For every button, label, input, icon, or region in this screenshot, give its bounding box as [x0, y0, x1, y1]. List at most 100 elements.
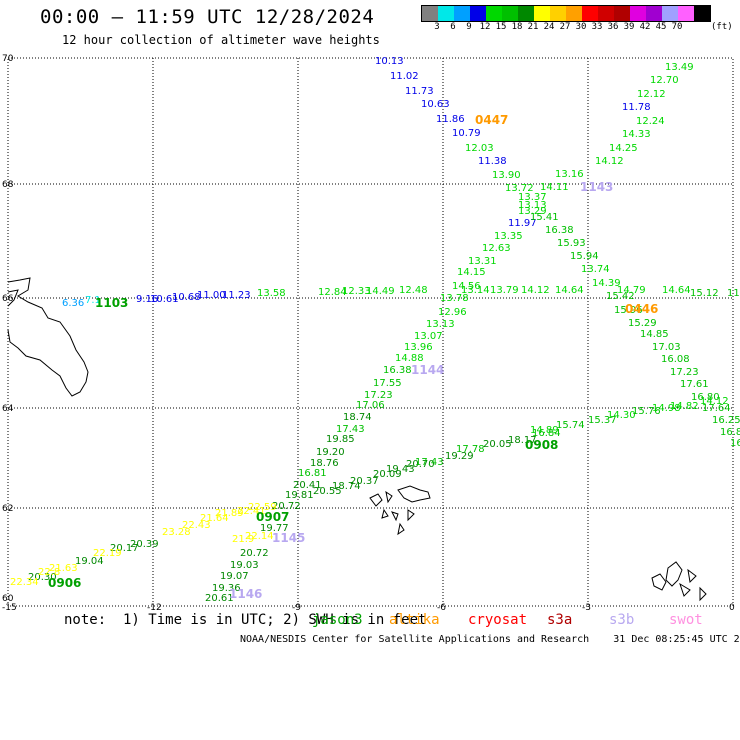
- wave-height-label: 10.79: [452, 128, 481, 139]
- legend-swatch: [678, 6, 694, 21]
- wave-height-label: 16.84: [532, 428, 561, 439]
- wave-height-label: 15.93: [557, 238, 586, 249]
- legend-swatch: [662, 6, 678, 21]
- wave-height-label: 22.14: [245, 531, 274, 542]
- legend-tick: 24: [543, 22, 555, 32]
- wave-height-label: 9.16: [136, 294, 158, 305]
- wave-height-label: 14.12: [521, 285, 550, 296]
- map-frame: [7, 57, 734, 607]
- wave-height-label: 15.29: [628, 318, 657, 329]
- wave-height-label: 22.43: [182, 520, 211, 531]
- wave-height-label: 20.41: [293, 480, 322, 491]
- wave-height-label: 12.63: [482, 243, 511, 254]
- y-tick: 62: [2, 504, 13, 514]
- wave-height-label: 20.17: [110, 543, 139, 554]
- wave-height-label: 14.79: [617, 285, 646, 296]
- legend-swatch: [582, 6, 598, 21]
- wave-height-label: 11.23: [222, 290, 251, 301]
- page-subtitle: 12 hour collection of altimeter wave hei…: [62, 33, 380, 47]
- faroe-islands: [369, 485, 431, 536]
- x-tick: -6: [437, 603, 446, 613]
- wave-height-label: 20.61: [205, 593, 234, 604]
- wave-height-label: 13.37: [518, 192, 547, 203]
- color-legend: [421, 5, 711, 22]
- legend-swatch: [534, 6, 550, 21]
- wave-height-label: 13.29: [518, 206, 547, 217]
- wave-height-label: 13.13: [426, 319, 455, 330]
- wave-height-label: 20.39: [130, 539, 159, 550]
- wave-height-label: 12.12: [637, 89, 666, 100]
- wave-height-label: 18.76: [310, 458, 339, 469]
- wave-height-label: 23.28: [162, 527, 191, 538]
- wave-height-label: 22.34: [10, 577, 39, 588]
- wave-height-label: 12.84: [318, 287, 347, 298]
- wave-height-label: 14.49: [366, 286, 395, 297]
- pass-time-label: 0907: [256, 510, 289, 524]
- wave-height-label: 19.43: [386, 464, 415, 475]
- wave-height-label: 12.33: [342, 286, 371, 297]
- wave-height-label: 15.42: [606, 291, 635, 302]
- wave-height-label: 14.89: [530, 425, 559, 436]
- wave-height-label: 15.74: [556, 420, 585, 431]
- wave-height-label: 11.02: [390, 71, 419, 82]
- wave-height-label: 14.11: [540, 182, 569, 193]
- wave-height-label: 13.78: [440, 293, 469, 304]
- legend-swatch: [646, 6, 662, 21]
- wave-height-label: 14.56: [452, 281, 481, 292]
- pass-time-label: 1103: [95, 296, 128, 310]
- wave-height-label: 20.37: [350, 476, 379, 487]
- wave-height-label: 14.30: [607, 410, 636, 421]
- wave-height-label: 14.12: [700, 396, 729, 407]
- legend-swatch: [550, 6, 566, 21]
- legend-swatch: [598, 6, 614, 21]
- wave-height-label: 16.08: [661, 354, 690, 365]
- y-tick: 68: [2, 180, 14, 190]
- legend-swatch: [614, 6, 630, 21]
- pass-time-label: 0447: [475, 113, 508, 127]
- greenland-coast: [7, 277, 89, 397]
- wave-height-label: 19.04: [75, 556, 104, 567]
- legend-swatch: [486, 6, 502, 21]
- wave-height-label: 13.49: [665, 62, 694, 73]
- y-tick: 60: [2, 594, 14, 604]
- wave-height-label: 13.35: [494, 231, 523, 242]
- wave-height-label: 19.81: [285, 490, 314, 501]
- footer-credit: NOAA/NESDIS Center for Satellite Applica…: [240, 634, 740, 645]
- wave-height-label: 20.72: [272, 501, 301, 512]
- wave-height-label: 17.43: [336, 424, 365, 435]
- wave-height-label: 20.05: [483, 439, 512, 450]
- wave-height-label: 12.24: [636, 116, 665, 127]
- pass-time-label: 0446: [625, 302, 658, 316]
- wave-height-label: 17.55: [373, 378, 402, 389]
- legend-tick: 18: [511, 22, 523, 32]
- wave-height-label: 12.96: [438, 307, 467, 318]
- pass-time-label: 1144: [411, 363, 444, 377]
- pass-time-labels: 0447 1143 0446 1103 1144 0908 0907 1145 1146 0906: [48, 113, 658, 601]
- wave-height-label: 14.15: [457, 267, 486, 278]
- wave-height-label: 22.8: [38, 567, 60, 578]
- satellite-altika: altika: [389, 612, 440, 628]
- land-outlines: [7, 277, 707, 602]
- x-tick: -9: [292, 603, 301, 613]
- legend-tick: 3: [434, 22, 440, 32]
- wave-height-label: 14.33: [622, 129, 651, 140]
- legend-tick: 30: [575, 22, 587, 32]
- legend-tick: 9: [466, 22, 472, 32]
- x-tick: 0: [729, 603, 735, 613]
- legend-swatch: [470, 6, 486, 21]
- wave-height-label: 10.63: [421, 99, 450, 110]
- legend-tick: 45: [655, 22, 667, 32]
- wave-height-label: 16.8: [720, 427, 740, 438]
- wave-height-label: 13.79: [490, 285, 519, 296]
- wave-height-label: 13.74: [581, 264, 610, 275]
- legend-tick: 15: [495, 22, 507, 32]
- legend-swatch: [454, 6, 470, 21]
- wave-height-label: 14.82: [670, 401, 699, 412]
- wave-height-label: 19.20: [316, 447, 345, 458]
- wave-height-label: 16.81: [298, 468, 327, 479]
- wave-height-label: 13.16: [555, 169, 584, 180]
- wave-height-label: 14.64: [555, 285, 584, 296]
- wave-height-label: 21.64: [200, 513, 229, 524]
- wave-height-label: 17.23: [364, 390, 393, 401]
- wave-height-label: 16.80: [691, 392, 720, 403]
